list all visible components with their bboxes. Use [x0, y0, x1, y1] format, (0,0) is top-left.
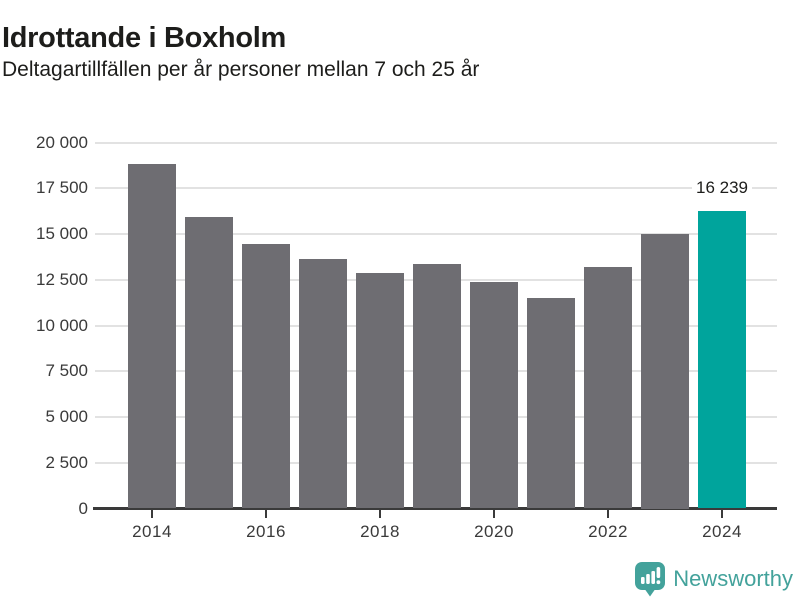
- x-tick-2022: [606, 510, 610, 518]
- x-tick-2014: [150, 510, 154, 518]
- x-axis-label: 2016: [246, 522, 286, 541]
- bar-2022: [584, 266, 632, 509]
- bar-2014: [128, 164, 176, 509]
- x-axis-label: 2018: [360, 522, 400, 541]
- x-tick-2020: [492, 510, 496, 518]
- y-axis-label: 5 000: [45, 407, 88, 426]
- bar-2016: [242, 244, 290, 509]
- gridline-15000: [95, 233, 777, 235]
- x-tick-2024: [720, 510, 724, 518]
- newsworthy-logo-text: Newsworthy: [673, 566, 793, 591]
- x-axis-label: 2022: [588, 522, 628, 541]
- y-axis-label: 20 000: [36, 132, 88, 152]
- newsworthy-logo-icon: [635, 562, 666, 597]
- bar-value-label: 16 239: [692, 178, 752, 199]
- gridline-20000: [95, 141, 777, 144]
- bar-2018: [356, 273, 404, 509]
- bar-2019: [413, 264, 461, 509]
- x-tick-2016: [264, 510, 268, 518]
- x-axis-label: 2014: [132, 522, 172, 541]
- y-axis-label: 0: [78, 498, 88, 518]
- x-axis-line: [93, 507, 777, 510]
- x-tick-2018: [378, 510, 382, 518]
- bar-2024: [698, 211, 746, 509]
- y-axis-label: 15 000: [36, 224, 88, 243]
- y-axis-label: 12 500: [36, 269, 88, 289]
- bar-2023: [641, 234, 689, 509]
- gridline-17500: [95, 187, 777, 190]
- chart-title: Idrottande i Boxholm: [2, 22, 287, 55]
- chart-subtitle: Deltagartillfällen per år personer mella…: [2, 58, 480, 81]
- x-axis-label: 2020: [474, 522, 514, 541]
- bar-2015: [185, 216, 233, 509]
- y-axis-label: 7 500: [45, 361, 88, 381]
- bar-2020: [470, 282, 518, 509]
- bar-2021: [527, 298, 575, 509]
- bar-2017: [299, 258, 347, 509]
- newsworthy-logo[interactable]: Newsworthy: [634, 561, 793, 597]
- y-axis-label: 2 500: [45, 452, 88, 472]
- x-axis-label: 2024: [702, 522, 742, 541]
- y-axis-label: 17 500: [36, 178, 88, 198]
- y-axis-label: 10 000: [36, 315, 88, 335]
